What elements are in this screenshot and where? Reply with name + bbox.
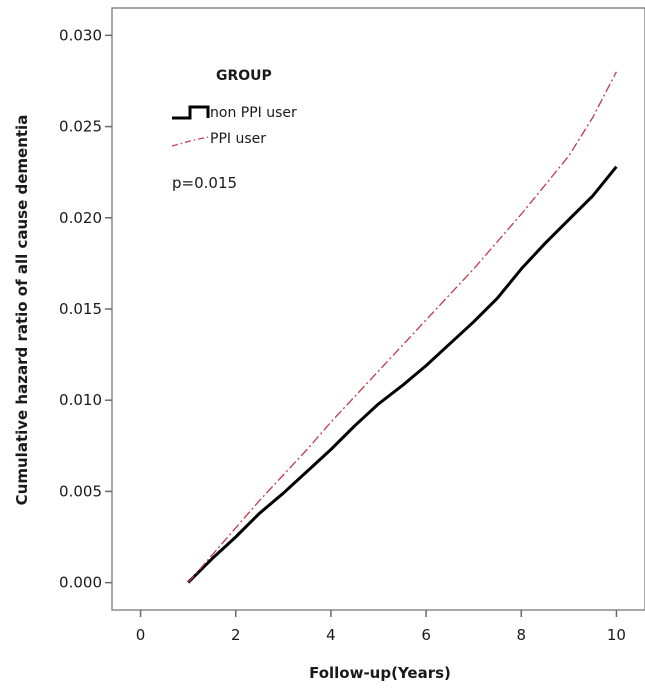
- y-tick-label: 0.000: [59, 574, 102, 592]
- series-line-ppi-user: [187, 71, 617, 584]
- y-tick-label: 0.025: [59, 118, 102, 136]
- legend-marker-ppi-user: [171, 136, 209, 147]
- legend-title: GROUP: [216, 68, 272, 84]
- x-axis-title: Follow-up(Years): [309, 664, 451, 682]
- legend-label-non-ppi-user: non PPI user: [210, 105, 297, 121]
- x-tick-label: 2: [231, 626, 241, 644]
- series-lines: [187, 71, 618, 584]
- x-tick-label: 4: [326, 626, 336, 644]
- series-line-non-ppi-user: [187, 165, 618, 584]
- y-tick-label: 0.015: [59, 300, 102, 318]
- y-tick-label: 0.030: [59, 26, 102, 44]
- x-tick-label: 10: [607, 626, 626, 644]
- y-tick-label: 0.020: [59, 209, 102, 227]
- legend: GROUP non PPI user PPI user: [171, 68, 297, 147]
- y-tick-label: 0.005: [59, 482, 102, 500]
- p-value-annotation: p=0.015: [172, 174, 237, 192]
- legend-marker-non-ppi-user: [172, 105, 210, 120]
- y-tick-label: 0.010: [59, 391, 102, 409]
- x-tick-label: 0: [136, 626, 146, 644]
- x-tick-label: 6: [421, 626, 431, 644]
- y-axis-ticks: 0.000 0.005 0.010 0.015 0.020 0.025 0.030: [59, 26, 112, 592]
- y-axis-title: Cumulative hazard ratio of all cause dem…: [13, 115, 31, 506]
- legend-label-ppi-user: PPI user: [210, 131, 266, 147]
- x-axis-ticks: 0 2 4 6 8 10: [136, 610, 626, 644]
- y-axis-title-group: Cumulative hazard ratio of all cause dem…: [13, 115, 31, 506]
- x-tick-label: 8: [516, 626, 526, 644]
- plot-frame: [111, 7, 645, 611]
